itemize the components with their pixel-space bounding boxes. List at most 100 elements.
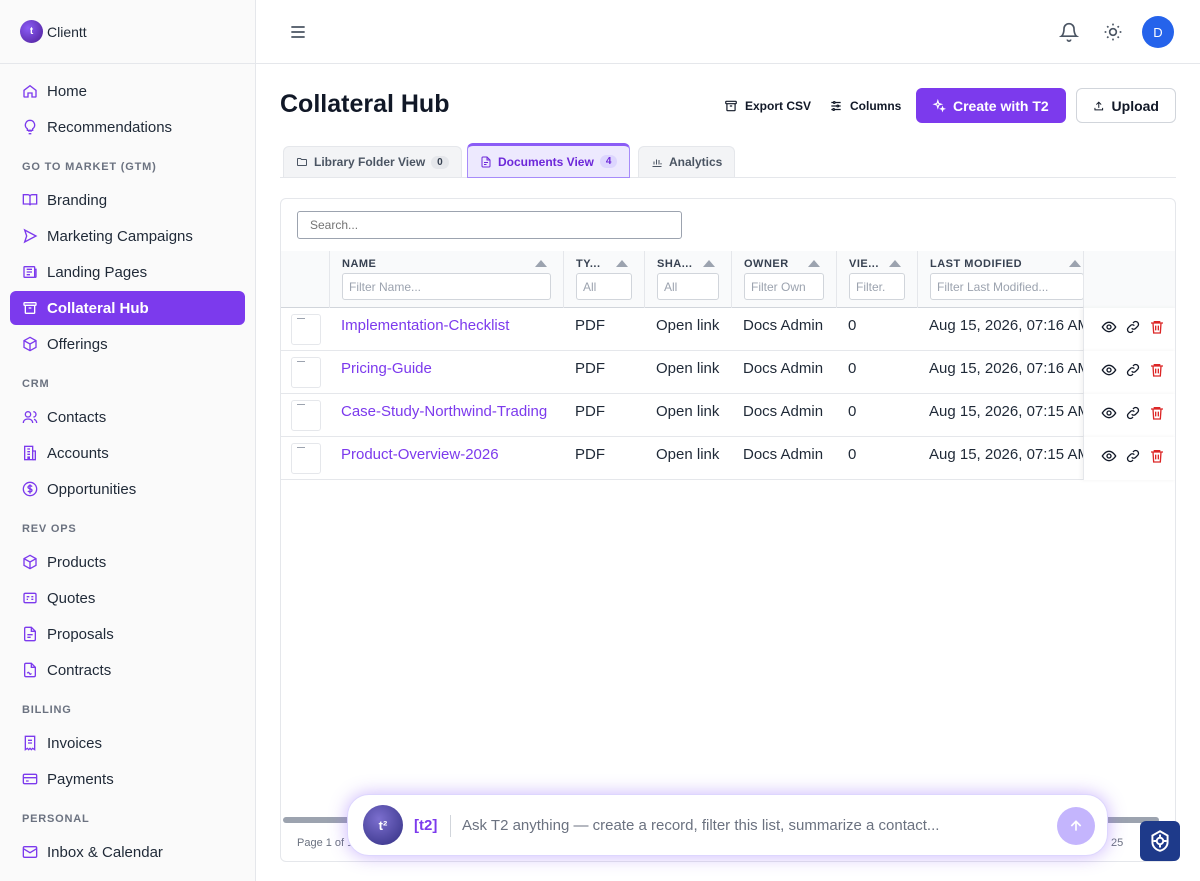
sidebar-item-inbox-calendar[interactable]: Inbox & Calendar xyxy=(10,835,245,869)
sidebar-item-opportunities[interactable]: Opportunities xyxy=(10,472,245,506)
upload-label: Upload xyxy=(1111,97,1159,114)
folder-icon xyxy=(297,158,307,166)
quote-icon xyxy=(22,590,38,606)
view-count: 0 xyxy=(848,403,857,420)
filter-owner-input[interactable]: Filter Own xyxy=(744,273,824,300)
sort-asc-icon[interactable] xyxy=(808,260,820,267)
sidebar-item-label: Landing Pages xyxy=(47,263,148,281)
tab-documents-view[interactable]: Documents View 4 xyxy=(467,143,631,178)
column-header-views[interactable]: VIE... Filter. xyxy=(836,251,917,308)
filter-type-select[interactable]: All xyxy=(576,273,632,300)
sidebar-item-products[interactable]: Products xyxy=(10,545,245,579)
link-icon[interactable] xyxy=(1125,319,1141,335)
eye-icon[interactable] xyxy=(1101,362,1117,378)
sidebar-item-marketing-campaigns[interactable]: Marketing Campaigns xyxy=(10,219,245,253)
avatar[interactable]: D xyxy=(1142,16,1174,48)
sort-asc-icon[interactable] xyxy=(616,260,628,267)
filter-share-select[interactable]: All xyxy=(657,273,719,300)
eye-icon[interactable] xyxy=(1101,319,1117,335)
sun-icon[interactable] xyxy=(1103,22,1123,42)
share-link[interactable]: Open link xyxy=(656,403,720,420)
table-row[interactable]: Case-Study-Northwind-Trading PDF Open li… xyxy=(281,394,1175,437)
export-csv-button[interactable]: Export CSV xyxy=(724,88,811,123)
sidebar-item-invoices[interactable]: Invoices xyxy=(10,726,245,760)
share-link[interactable]: Open link xyxy=(656,360,720,377)
table-row[interactable]: Pricing-Guide PDF Open link Docs Admin 0… xyxy=(281,351,1175,394)
link-icon[interactable] xyxy=(1125,405,1141,421)
grid-header: NAME Filter Name... TY... All SHA... All… xyxy=(281,251,1175,308)
document-thumbnail[interactable] xyxy=(291,443,321,474)
sidebar-item-proposals[interactable]: Proposals xyxy=(10,617,245,651)
column-header-owner[interactable]: OWNER Filter Own xyxy=(731,251,836,308)
column-header-share[interactable]: SHA... All xyxy=(644,251,731,308)
document-name-link[interactable]: Case-Study-Northwind-Trading xyxy=(341,403,548,420)
bar-chart-icon xyxy=(652,159,662,167)
create-with-t2-button[interactable]: Create with T2 xyxy=(916,88,1066,123)
trash-icon[interactable] xyxy=(1149,319,1165,335)
tab-label: Documents View xyxy=(498,154,594,169)
eye-icon[interactable] xyxy=(1101,448,1117,464)
columns-button[interactable]: Columns xyxy=(829,88,901,123)
filter-last-modified-input[interactable]: Filter Last Modified... xyxy=(930,273,1084,300)
link-icon[interactable] xyxy=(1125,362,1141,378)
trash-icon[interactable] xyxy=(1149,405,1165,421)
sidebar-item-label: Proposals xyxy=(47,625,114,643)
column-header-name[interactable]: NAME Filter Name... xyxy=(329,251,563,308)
arrow-up-icon xyxy=(1070,820,1082,831)
bug-report-button[interactable] xyxy=(1140,821,1180,861)
actions-column-header xyxy=(1083,251,1175,308)
sidebar-item-quotes[interactable]: Quotes xyxy=(10,581,245,615)
sidebar-item-payments[interactable]: Payments xyxy=(10,762,245,796)
filter-name-input[interactable]: Filter Name... xyxy=(342,273,551,300)
sidebar-item-recommendations[interactable]: Recommendations xyxy=(10,110,245,144)
document-thumbnail[interactable] xyxy=(291,314,321,345)
table-row[interactable]: Implementation-Checklist PDF Open link D… xyxy=(281,308,1175,351)
sidebar-item-label: Collateral Hub xyxy=(47,299,149,317)
column-header-last-modified[interactable]: LAST MODIFIED Filter Last Modified... xyxy=(917,251,1084,308)
trash-icon[interactable] xyxy=(1149,362,1165,378)
sidebar-item-home[interactable]: Home xyxy=(10,74,245,108)
menu-icon[interactable] xyxy=(288,22,308,42)
bell-icon[interactable] xyxy=(1058,22,1080,42)
sidebar-item-label: Offerings xyxy=(47,335,108,353)
sort-asc-icon[interactable] xyxy=(889,260,901,267)
view-count: 0 xyxy=(848,446,857,463)
document-owner: Docs Admin xyxy=(743,446,824,463)
sidebar-item-accounts[interactable]: Accounts xyxy=(10,436,245,470)
logo[interactable]: t Clientt xyxy=(0,0,255,64)
send-button[interactable] xyxy=(1057,807,1095,845)
documents-grid: NAME Filter Name... TY... All SHA... All… xyxy=(280,198,1176,862)
sidebar-item-contracts[interactable]: Contracts xyxy=(10,653,245,687)
trash-icon[interactable] xyxy=(1149,448,1165,464)
eye-icon[interactable] xyxy=(1101,405,1117,421)
box-icon xyxy=(22,336,38,352)
sidebar-item-collateral-hub[interactable]: Collateral Hub xyxy=(10,291,245,325)
page-size-select[interactable]: 25 xyxy=(1111,837,1124,849)
sort-asc-icon[interactable] xyxy=(703,260,715,267)
chat-input[interactable]: Ask T2 anything — create a record, filte… xyxy=(462,817,940,834)
document-thumbnail[interactable] xyxy=(291,400,321,431)
share-link[interactable]: Open link xyxy=(656,446,720,463)
search-input[interactable] xyxy=(297,211,682,239)
sidebar-item-landing-pages[interactable]: Landing Pages xyxy=(10,255,245,289)
document-type: PDF xyxy=(575,403,605,420)
sort-asc-icon[interactable] xyxy=(1069,260,1081,267)
upload-button[interactable]: Upload xyxy=(1076,88,1176,123)
tab-library-folder-view[interactable]: Library Folder View 0 xyxy=(283,146,462,177)
document-name-link[interactable]: Product-Overview-2026 xyxy=(341,446,499,463)
document-name-link[interactable]: Implementation-Checklist xyxy=(341,317,510,334)
tab-label: Analytics xyxy=(669,155,723,169)
share-link[interactable]: Open link xyxy=(656,317,720,334)
sidebar-item-label: Payments xyxy=(47,770,114,788)
sidebar-item-offerings[interactable]: Offerings xyxy=(10,327,245,361)
sidebar-item-branding[interactable]: Branding xyxy=(10,183,245,217)
document-name-link[interactable]: Pricing-Guide xyxy=(341,360,432,377)
sort-asc-icon[interactable] xyxy=(535,260,547,267)
column-header-type[interactable]: TY... All xyxy=(563,251,644,308)
table-row[interactable]: Product-Overview-2026 PDF Open link Docs… xyxy=(281,437,1175,480)
link-icon[interactable] xyxy=(1125,448,1141,464)
tab-analytics[interactable]: Analytics xyxy=(638,146,736,177)
filter-views-input[interactable]: Filter. xyxy=(849,273,905,300)
sidebar-item-contacts[interactable]: Contacts xyxy=(10,400,245,434)
document-thumbnail[interactable] xyxy=(291,357,321,388)
